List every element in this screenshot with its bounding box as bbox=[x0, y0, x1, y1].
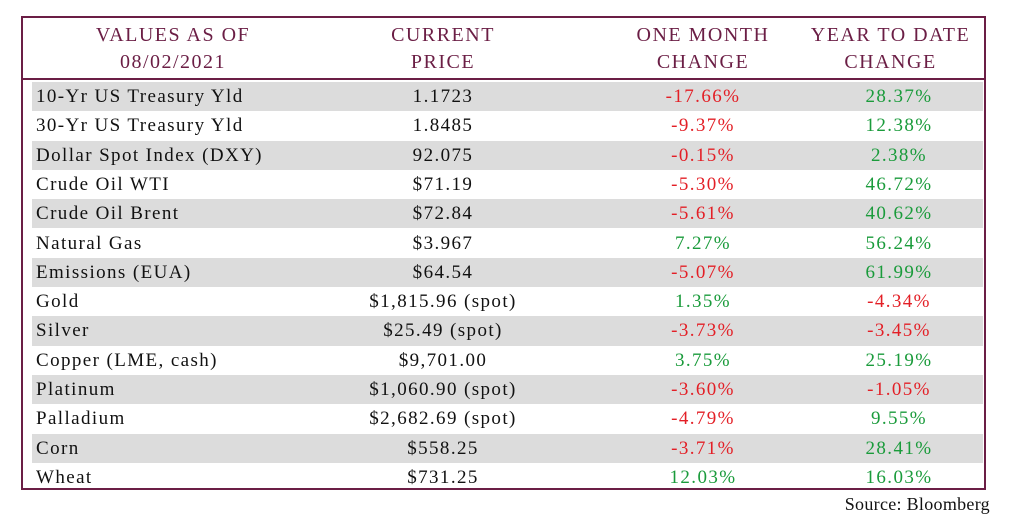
row-ytd-change: 2.38% bbox=[870, 144, 928, 166]
row-name: Silver bbox=[36, 320, 90, 342]
table-row: Palladium $2,682.69 (spot) -4.79% 9.55% bbox=[32, 404, 983, 433]
row-price: $2,682.69 (spot) bbox=[369, 408, 517, 430]
row-price: $25.49 (spot) bbox=[383, 320, 503, 342]
table-row: Crude Oil WTI $71.19 -5.30% 46.72% bbox=[32, 170, 983, 199]
row-price: $71.19 bbox=[412, 173, 474, 195]
row-month-change: -4.79% bbox=[671, 408, 735, 430]
row-name: Natural Gas bbox=[36, 232, 143, 254]
row-ytd-change: 12.38% bbox=[865, 115, 933, 137]
row-price: 1.8485 bbox=[412, 115, 474, 137]
row-name: Emissions (EUA) bbox=[36, 261, 192, 283]
header-line: 08/02/2021 bbox=[119, 51, 227, 73]
table-row: 10-Yr US Treasury Yld 1.1723 -17.66% 28.37% bbox=[32, 82, 983, 112]
row-name: Palladium bbox=[36, 408, 126, 430]
row-ytd-change: 61.99% bbox=[865, 261, 933, 283]
row-price: $9,701.00 bbox=[398, 349, 488, 371]
row-month-change: 7.27% bbox=[674, 232, 732, 254]
table-row: Crude Oil Brent $72.84 -5.61% 40.62% bbox=[32, 199, 983, 229]
row-name: 30-Yr US Treasury Yld bbox=[36, 115, 244, 137]
row-name: Gold bbox=[36, 291, 80, 313]
table-row: Platinum $1,060.90 (spot) -3.60% -1.05% bbox=[32, 375, 983, 405]
row-ytd-change: 28.37% bbox=[865, 86, 933, 107]
header-values-as-of: VALUES AS OF 08/02/2021 bbox=[23, 22, 323, 76]
row-month-change: -5.61% bbox=[671, 203, 735, 225]
table-row: Gold $1,815.96 (spot) 1.35% -4.34% bbox=[32, 287, 983, 316]
header-one-month-change: ONE MONTH CHANGE bbox=[588, 22, 818, 76]
table-row: Emissions (EUA) $64.54 -5.07% 61.99% bbox=[32, 257, 983, 288]
header-line: VALUES AS OF bbox=[95, 24, 251, 46]
header-line: YEAR TO DATE bbox=[810, 24, 971, 46]
row-name: Wheat bbox=[36, 466, 93, 488]
row-month-change: -5.07% bbox=[671, 261, 735, 283]
row-month-change: -3.73% bbox=[671, 320, 735, 342]
header-line: CURRENT bbox=[391, 24, 495, 46]
header-line: CHANGE bbox=[656, 51, 750, 73]
row-ytd-change: 16.03% bbox=[865, 466, 933, 488]
table-row: 30-Yr US Treasury Yld 1.8485 -9.37% 12.38% bbox=[32, 111, 983, 140]
row-month-change: 12.03% bbox=[669, 466, 737, 488]
row-ytd-change: 28.41% bbox=[865, 437, 933, 459]
header-line: PRICE bbox=[410, 51, 476, 73]
row-price: $1,815.96 (spot) bbox=[369, 291, 517, 313]
table-row: Dollar Spot Index (DXY) 92.075 -0.15% 2.38% bbox=[32, 140, 983, 170]
row-month-change: -3.60% bbox=[671, 379, 735, 400]
row-price: $731.25 bbox=[407, 466, 479, 488]
row-name: Platinum bbox=[36, 379, 116, 400]
row-price: $558.25 bbox=[407, 437, 479, 459]
row-month-change: -5.30% bbox=[671, 173, 735, 195]
header-line: ONE MONTH bbox=[636, 24, 770, 46]
table-row: Copper (LME, cash) $9,701.00 3.75% 25.19% bbox=[32, 346, 983, 375]
row-price: 1.1723 bbox=[412, 86, 474, 107]
row-price: $64.54 bbox=[412, 261, 474, 283]
row-name: Crude Oil Brent bbox=[36, 203, 180, 225]
source-note: Source: Bloomberg bbox=[844, 494, 990, 514]
row-ytd-change: 46.72% bbox=[865, 173, 933, 195]
table-row: Wheat $731.25 12.03% 16.03% bbox=[32, 463, 983, 492]
row-price: $72.84 bbox=[412, 203, 474, 225]
row-ytd-change: 25.19% bbox=[865, 349, 933, 371]
row-name: Crude Oil WTI bbox=[36, 173, 170, 195]
table-row: Corn $558.25 -3.71% 28.41% bbox=[32, 433, 983, 463]
row-month-change: -9.37% bbox=[671, 115, 735, 137]
row-month-change: 3.75% bbox=[674, 349, 732, 371]
table-header: VALUES AS OF 08/02/2021 CURRENT PRICE ON… bbox=[23, 18, 984, 80]
table-row: Natural Gas $3.967 7.27% 56.24% bbox=[32, 229, 983, 258]
table-row: Silver $25.49 (spot) -3.73% -3.45% bbox=[32, 316, 983, 346]
row-price: $3.967 bbox=[412, 232, 474, 254]
row-ytd-change: 9.55% bbox=[870, 408, 928, 430]
row-ytd-change: 40.62% bbox=[865, 203, 933, 225]
row-name: 10-Yr US Treasury Yld bbox=[36, 86, 244, 107]
row-price: 92.075 bbox=[412, 144, 474, 166]
row-ytd-change: -1.05% bbox=[867, 379, 931, 400]
header-line: CHANGE bbox=[844, 51, 937, 73]
row-ytd-change: -4.34% bbox=[867, 291, 931, 313]
row-name: Corn bbox=[36, 437, 80, 459]
row-ytd-change: 56.24% bbox=[865, 232, 933, 254]
row-ytd-change: -3.45% bbox=[867, 320, 931, 342]
row-price: $1,060.90 (spot) bbox=[369, 379, 517, 400]
header-current-price: CURRENT PRICE bbox=[298, 22, 588, 76]
header-ytd-change: YEAR TO DATE CHANGE bbox=[798, 22, 983, 76]
row-name: Dollar Spot Index (DXY) bbox=[36, 144, 263, 166]
row-month-change: -0.15% bbox=[671, 144, 735, 166]
row-month-change: -17.66% bbox=[665, 86, 741, 107]
market-table: VALUES AS OF 08/02/2021 CURRENT PRICE ON… bbox=[21, 16, 986, 490]
row-month-change: -3.71% bbox=[671, 437, 735, 459]
row-month-change: 1.35% bbox=[674, 291, 732, 313]
row-name: Copper (LME, cash) bbox=[36, 349, 218, 371]
